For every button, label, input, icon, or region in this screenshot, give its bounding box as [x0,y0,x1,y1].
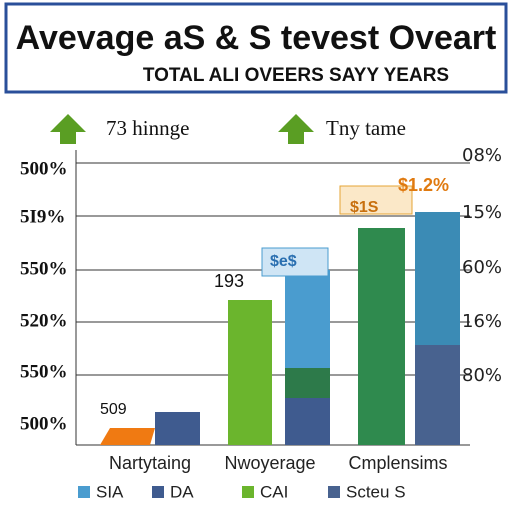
y2-tick-label: 08% [462,145,502,166]
y2-tick-label: 60% [462,257,502,278]
y-tick-label: 500% [20,413,68,434]
y-tick-label: 5I9% [20,206,65,227]
title-box [4,2,508,94]
x-tick-label: Nartytaing [109,453,191,473]
data-label: $1.2% [398,175,449,195]
legend-label: Scteu S [346,482,406,501]
legend-label: CAI [260,482,288,501]
bar [228,300,272,445]
annotation: Tny tame [326,116,406,140]
data-label: 193 [214,271,244,291]
y2-tick-label: 80% [462,365,502,386]
label-box [339,185,413,215]
legend-swatch [152,486,164,498]
data-label: 509 [100,401,127,418]
legend-label: SIA [96,482,124,501]
bar [285,368,330,398]
y-tick-label: 520% [20,310,68,331]
arrow-icon [278,114,314,144]
y2-tick-label: 16% [462,311,502,332]
subtitle: TOTAL ALI OVEERS SAYY YEARS [143,65,449,86]
x-tick-label: Nwoyerage [224,453,315,473]
title: Avevage aS & S tevest Oveart [16,19,497,57]
bar [155,412,200,445]
legend-swatch [328,486,340,498]
legend-swatch [242,486,254,498]
bar [358,228,405,445]
bar [285,270,330,368]
data-label: $1S [350,199,379,216]
bar [415,345,460,445]
legend-label: DA [170,482,194,501]
bar [285,398,330,445]
legend-swatch [78,486,90,498]
x-tick-label: Cmplensims [348,453,447,473]
annotation: 73 hinnge [106,116,189,140]
y-tick-label: 500% [20,158,68,179]
y2-tick-label: 15% [462,202,502,223]
data-label: $e$ [270,253,297,270]
arrow-icon [50,114,86,144]
y-tick-label: 550% [20,258,68,279]
bar [100,428,155,445]
y-tick-label: 550% [20,361,68,382]
label-box [261,247,329,277]
